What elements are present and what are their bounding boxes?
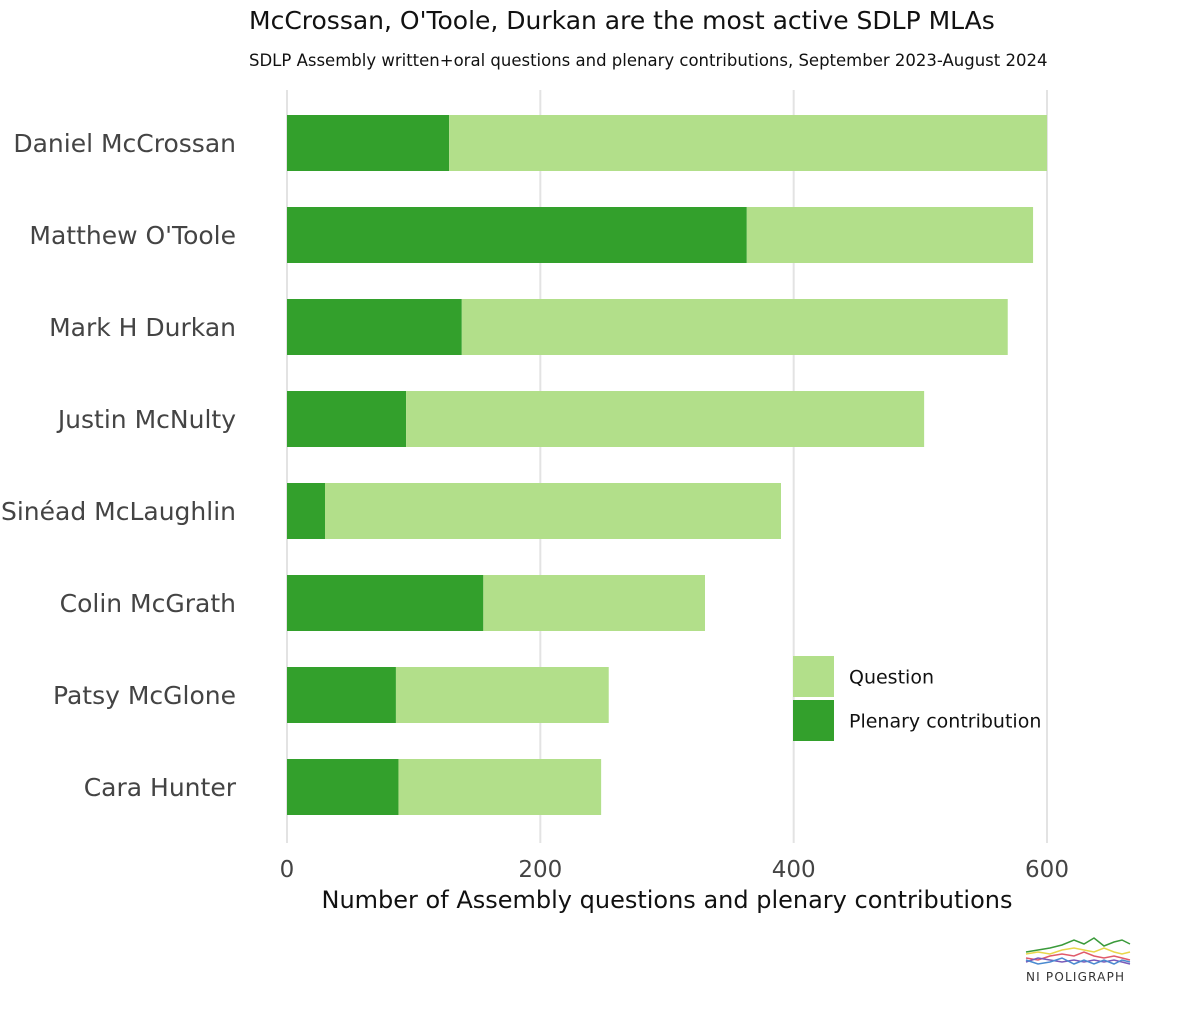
bar-question [398,759,602,815]
x-tick-label: 0 [280,857,295,883]
bar-question [746,207,1034,263]
legend-label: Question [849,667,934,689]
x-tick-label: 400 [772,857,816,883]
bar-plenary-contribution [287,299,462,355]
category-label: Daniel McCrossan [13,129,236,158]
x-tick-label: 200 [518,857,562,883]
category-label: Matthew O'Toole [29,221,236,250]
bar-question [483,575,705,631]
bar-question [406,391,925,447]
bar-question [461,299,1008,355]
bar-plenary-contribution [287,667,396,723]
x-axis-title: Number of Assembly questions and plenary… [322,886,1013,914]
bar-question [325,483,781,539]
logo-text: NI POLIGRAPH [1026,970,1126,984]
category-label: Justin McNulty [56,405,236,434]
bar-plenary-contribution [287,391,407,447]
legend-label: Plenary contribution [849,711,1041,733]
bar-plenary-contribution [287,483,325,539]
chart-title: McCrossan, O'Toole, Durkan are the most … [249,6,995,35]
category-label: Colin McGrath [60,589,236,618]
category-label: Sinéad McLaughlin [1,497,236,526]
bar-plenary-contribution [287,207,747,263]
category-label: Cara Hunter [84,773,237,802]
bar-plenary-contribution [287,575,484,631]
line-chart-logo-icon [1025,937,1131,965]
bar-question [395,667,609,723]
category-label: Patsy McGlone [53,681,236,710]
legend-swatch [793,656,834,697]
x-tick-label: 600 [1025,857,1069,883]
category-label: Mark H Durkan [49,313,236,342]
bar-plenary-contribution [287,115,450,171]
bar-question [449,115,1048,171]
bar-plenary-contribution [287,759,399,815]
legend-swatch [793,700,834,741]
chart-subtitle: SDLP Assembly written+oral questions and… [249,51,1048,70]
